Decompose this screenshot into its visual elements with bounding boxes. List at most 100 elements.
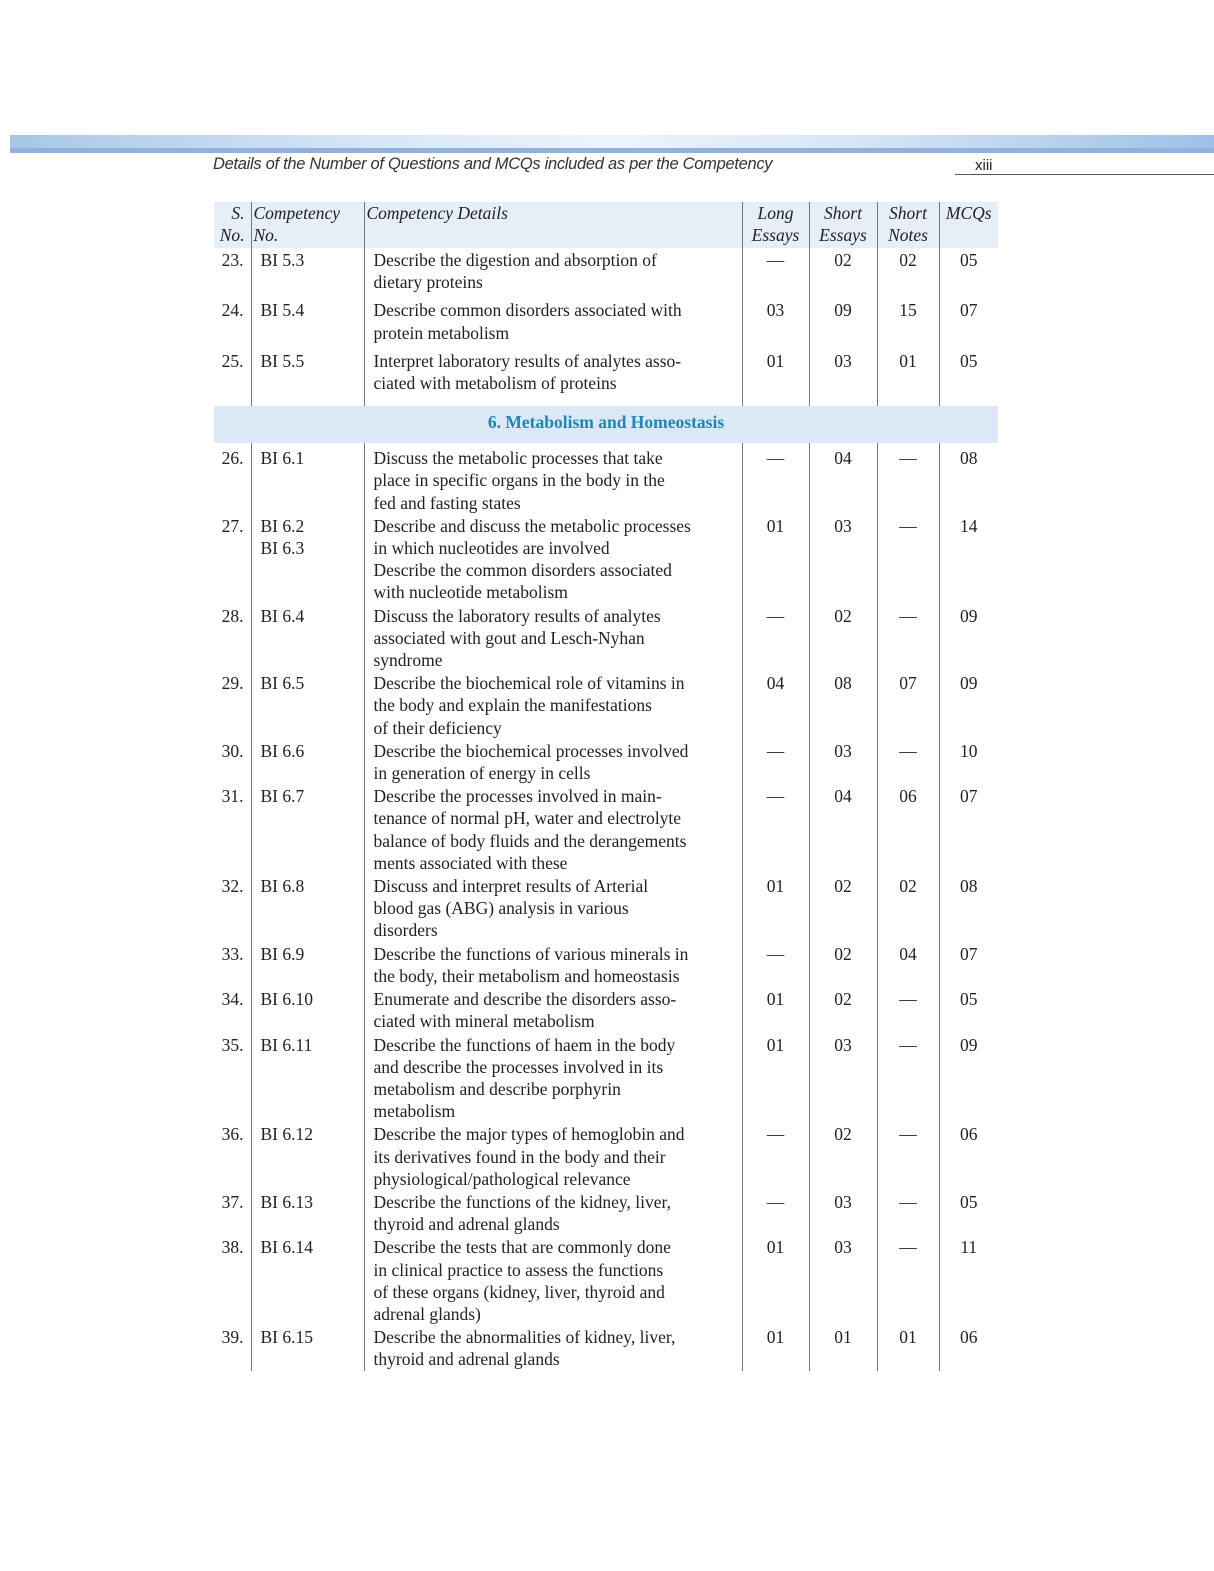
- table-header-row: S. No. Competency No. Competency Details…: [214, 202, 998, 248]
- mcqs-count: 05: [938, 987, 998, 1033]
- short-essays-count: 03: [808, 348, 877, 407]
- short-notes-count: —: [876, 443, 939, 514]
- section-title: 6. Metabolism and Homeostasis: [214, 406, 998, 444]
- competency-number: BI 6.5: [250, 671, 364, 739]
- serial-number: 27.: [221, 515, 244, 536]
- short-notes-count: 01: [876, 1325, 939, 1371]
- short-essays-count: 01: [808, 1325, 877, 1371]
- competency-details: Discuss the laboratory results of analyt…: [363, 603, 742, 672]
- table-row: 23. BI 5.3 Describe the digestion and abso…: [214, 248, 998, 299]
- serial-number: 32.: [221, 876, 244, 897]
- short-notes-count: —: [876, 1189, 939, 1236]
- mcqs-count: 05: [938, 1189, 998, 1236]
- short-essays-count: 02: [808, 1122, 877, 1190]
- competency-number: BI 6.7: [250, 784, 364, 875]
- mcqs-count: 09: [938, 1032, 998, 1123]
- short-essays-count: 03: [808, 1189, 877, 1236]
- long-essays-count: 01: [741, 874, 809, 942]
- competency-details: Describe the processes involved in main-…: [363, 784, 742, 875]
- mcqs-count: 05: [938, 348, 998, 407]
- serial-number: 34.: [221, 989, 244, 1010]
- competency-number: BI 6.8: [250, 874, 364, 942]
- long-essays-count: 01: [741, 1032, 809, 1123]
- running-title: Details of the Number of Questions and M…: [213, 155, 773, 173]
- short-notes-count: 01: [876, 348, 939, 407]
- serial-number: 31.: [221, 786, 244, 807]
- competency-number: BI 6.10: [250, 987, 364, 1033]
- competency-number: BI 6.12: [250, 1122, 364, 1190]
- competency-number: BI 6.14: [250, 1235, 364, 1326]
- long-essays-count: 03: [741, 298, 809, 349]
- table-row: 31. BI 6.7 Describe the processes involved…: [214, 784, 998, 875]
- competency-details: Describe the functions of various minera…: [363, 941, 742, 988]
- serial-number: 33.: [221, 943, 244, 964]
- long-essays-count: —: [741, 603, 809, 672]
- competency-details: Enumerate and describe the disorders ass…: [363, 987, 742, 1033]
- long-essays-count: 01: [741, 987, 809, 1033]
- short-essays-count: 02: [808, 603, 877, 672]
- competency-details: Describe the digestion and absorption of…: [363, 248, 742, 299]
- col-header-long-essays: Long Essays: [741, 202, 809, 248]
- serial-number: 37.: [221, 1191, 244, 1212]
- mcqs-count: 11: [938, 1235, 998, 1326]
- short-notes-count: 02: [876, 874, 939, 942]
- short-notes-count: 04: [876, 941, 939, 988]
- short-essays-count: 02: [808, 874, 877, 942]
- short-essays-count: 09: [808, 298, 877, 349]
- table-row: 26. BI 6.1 Discuss the metabolic processes…: [214, 443, 998, 514]
- short-essays-count: 03: [808, 1032, 877, 1123]
- mcqs-count: 08: [938, 874, 998, 942]
- competency-number: BI 6.1: [250, 443, 364, 514]
- mcqs-count: 10: [938, 738, 998, 785]
- short-essays-count: 02: [808, 248, 877, 299]
- short-notes-count: 02: [876, 248, 939, 299]
- short-notes-count: —: [876, 738, 939, 785]
- serial-number: 36.: [221, 1124, 244, 1145]
- serial-number: 23.: [221, 250, 244, 270]
- header-band: [10, 135, 1214, 153]
- competency-details: Describe the abnormalities of kidney, li…: [363, 1325, 742, 1371]
- table-row: 37. BI 6.13 Describe the functions of the …: [214, 1189, 998, 1236]
- section-row: 6. Metabolism and Homeostasis: [214, 406, 998, 444]
- table-row: 35. BI 6.11 Describe the functions of haem…: [214, 1032, 998, 1123]
- table-row: 34. BI 6.10 Enumerate and describe the dis…: [214, 987, 998, 1033]
- serial-number: 28.: [221, 605, 244, 626]
- short-notes-count: —: [876, 987, 939, 1033]
- competency-details: Describe the functions of haem in the bo…: [363, 1032, 742, 1123]
- table-row: 36. BI 6.12 Describe the major types of he…: [214, 1122, 998, 1190]
- short-notes-count: 07: [876, 671, 939, 739]
- table-row: 24. BI 5.4 Describe common disorders assoc…: [214, 298, 998, 349]
- competency-details: Describe and discuss the metabolic proce…: [363, 513, 742, 604]
- table-row: 33. BI 6.9 Describe the functions of vario…: [214, 941, 998, 988]
- header-rule: [955, 174, 1214, 175]
- mcqs-count: 08: [938, 443, 998, 514]
- table-row: 30. BI 6.6 Describe the biochemical proces…: [214, 738, 998, 785]
- short-essays-count: 03: [808, 1235, 877, 1326]
- mcqs-count: 06: [938, 1122, 998, 1190]
- short-notes-count: 15: [876, 298, 939, 349]
- mcqs-count: 07: [938, 298, 998, 349]
- serial-number: 25.: [221, 350, 244, 371]
- short-notes-count: —: [876, 1032, 939, 1123]
- serial-number: 39.: [221, 1327, 244, 1348]
- serial-number: 38.: [221, 1237, 244, 1258]
- col-header-short-notes: Short Notes: [876, 202, 939, 248]
- short-essays-count: 02: [808, 941, 877, 988]
- short-essays-count: 02: [808, 987, 877, 1033]
- table-row: 28. BI 6.4 Discuss the laboratory results …: [214, 603, 998, 672]
- competency-number: BI 6.11: [250, 1032, 364, 1123]
- short-notes-count: —: [876, 1235, 939, 1326]
- short-essays-count: 03: [808, 513, 877, 604]
- long-essays-count: —: [741, 443, 809, 514]
- competency-details: Describe the biochemical role of vitamin…: [363, 671, 742, 739]
- mcqs-count: 07: [938, 784, 998, 875]
- competency-number: BI 6.4: [250, 603, 364, 672]
- serial-number: 29.: [221, 673, 244, 694]
- competency-details: Describe common disorders associated wit…: [363, 298, 742, 349]
- mcqs-count: 09: [938, 671, 998, 739]
- serial-number: 24.: [221, 300, 244, 321]
- short-notes-count: —: [876, 1122, 939, 1190]
- long-essays-count: 01: [741, 1325, 809, 1371]
- competency-details: Describe the biochemical processes invol…: [363, 738, 742, 785]
- short-notes-count: 06: [876, 784, 939, 875]
